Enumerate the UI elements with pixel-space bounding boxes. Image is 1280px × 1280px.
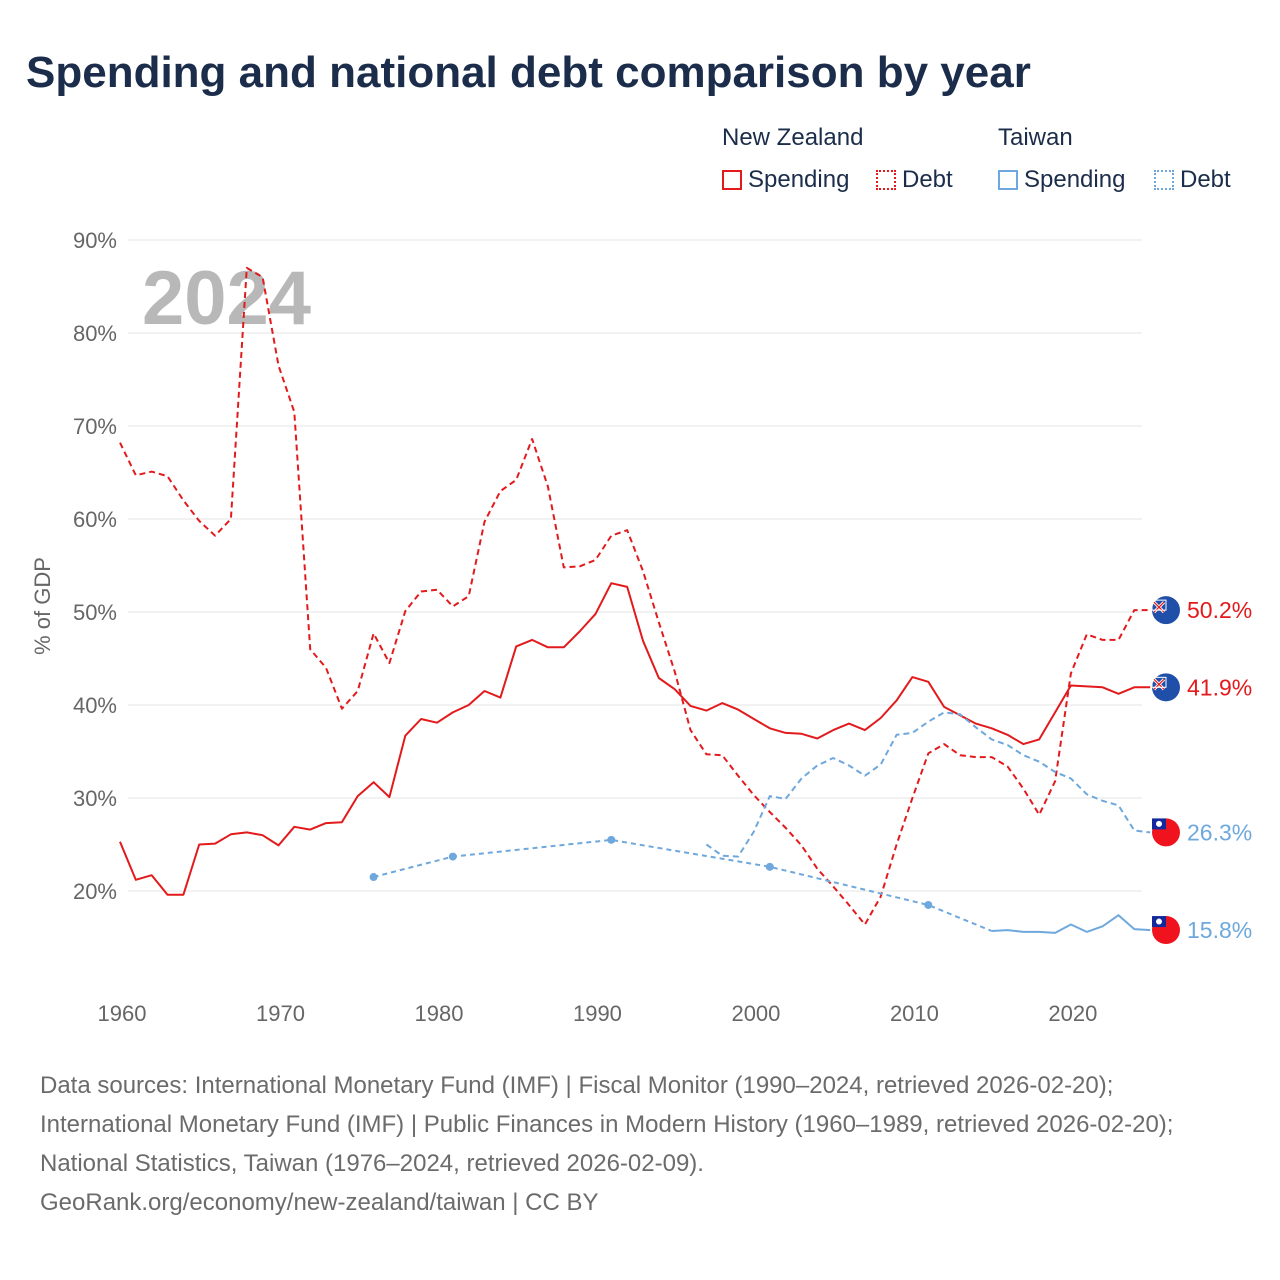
y-tick-label: 60%	[73, 507, 117, 532]
end-label: 26.3%	[1187, 819, 1252, 845]
end-label: 41.9%	[1187, 674, 1252, 700]
y-tick-label: 70%	[73, 414, 117, 439]
legend-item-nz-debt[interactable]: Debt	[876, 166, 953, 194]
source-notes: Data sources: International Monetary Fun…	[40, 1066, 1240, 1222]
data-point	[607, 835, 616, 844]
flag-icon	[1151, 673, 1180, 702]
line-chart: 20% 30% 40% 50% 60% 70% 80% 90% 1960 1970 1980 199…	[30, 228, 1252, 1026]
y-tick-label: 50%	[73, 600, 117, 625]
grid-lines	[128, 239, 1142, 892]
legend-item-tw-debt[interactable]: Debt	[1154, 166, 1231, 194]
year-watermark: 2024	[142, 256, 311, 341]
x-tick-label: 1990	[573, 1001, 622, 1026]
flag-icon	[1152, 818, 1180, 847]
legend-label: Spending	[748, 166, 850, 193]
data-point	[924, 900, 933, 909]
data-point	[369, 873, 378, 882]
y-axis-label: % of GDP	[30, 557, 55, 655]
end-labels: 50.2% 41.9% 26.3% 15.8%	[1151, 596, 1252, 945]
legend-label: Debt	[1180, 166, 1231, 193]
y-tick-label: 20%	[73, 879, 117, 904]
series-line-taiwan-spending	[991, 914, 1151, 934]
series-line-taiwan-spending-early	[373, 838, 993, 932]
x-tick-label: 2000	[731, 1001, 780, 1026]
flag-icon	[1152, 916, 1180, 945]
legend-swatch-solid	[998, 170, 1018, 190]
end-label: 50.2%	[1187, 597, 1252, 623]
legend-item-tw-spending[interactable]: Spending	[998, 166, 1125, 194]
legend-item-nz-spending[interactable]: Spending	[722, 166, 849, 194]
source-link[interactable]: GeoRank.org/economy/new-zealand/taiwan |…	[40, 1189, 599, 1216]
y-tick-label: 30%	[73, 786, 117, 811]
y-axis-ticks: 20% 30% 40% 50% 60% 70% 80% 90%	[73, 228, 117, 904]
x-tick-label: 1960	[98, 1001, 147, 1026]
y-tick-label: 40%	[73, 693, 117, 718]
legend-label: Debt	[902, 166, 953, 193]
legend-swatch-dotted	[1154, 170, 1174, 190]
series-line-taiwan-debt	[705, 711, 1151, 858]
legend-swatch-dotted	[876, 170, 896, 190]
end-label: 15.8%	[1187, 917, 1252, 943]
y-tick-label: 80%	[73, 321, 117, 346]
data-point	[765, 862, 774, 871]
x-tick-label: 1980	[414, 1001, 463, 1026]
x-axis-ticks: 1960 1970 1980 1990 2000 2010 2020	[98, 1001, 1098, 1026]
x-tick-label: 2010	[890, 1001, 939, 1026]
x-tick-label: 2020	[1048, 1001, 1097, 1026]
page-title: Spending and national debt comparison by…	[26, 48, 1031, 97]
legend-swatch-solid	[722, 170, 742, 190]
flag-icon	[1151, 596, 1180, 625]
series-line-new-zealand-debt	[119, 266, 1151, 926]
data-point	[448, 852, 457, 861]
x-tick-label: 1970	[256, 1001, 305, 1026]
legend-group-taiwan: Taiwan	[998, 124, 1073, 151]
legend-label: Spending	[1024, 166, 1126, 193]
source-text: Data sources: International Monetary Fun…	[40, 1072, 1174, 1177]
y-tick-label: 90%	[73, 228, 117, 253]
series-line-new-zealand-spending	[119, 582, 1151, 896]
legend-group-new-zealand: New Zealand	[722, 124, 864, 151]
series-group	[119, 266, 1151, 934]
